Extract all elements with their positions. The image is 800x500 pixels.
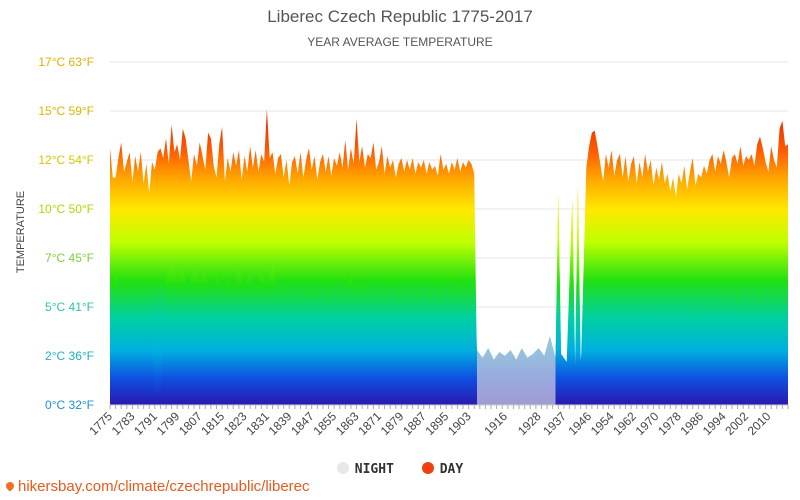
legend-item-day[interactable]: DAY [421, 462, 464, 477]
source-link[interactable]: hikersbay.com/climate/czechrepublic/libe… [4, 478, 310, 495]
legend-day-label: DAY [439, 462, 464, 477]
x-tick-label-15: 1895 [423, 409, 452, 438]
x-tick-label-4: 1807 [176, 409, 205, 438]
x-tick-label-18: 1928 [515, 409, 544, 438]
legend-item-night[interactable]: NIGHT [336, 462, 394, 477]
chart-title: Liberec Czech Republic 1775-2017 [267, 7, 533, 26]
x-tick-label-27: 2002 [722, 409, 751, 438]
x-tick-label-8: 1839 [266, 409, 295, 438]
x-tick-label-21: 1954 [588, 409, 617, 438]
y-tick-label-6: 15°C 59°F [38, 104, 94, 118]
y-tick-label-0: 0°C 32°F [45, 398, 94, 412]
x-tick-label-7: 1831 [243, 409, 272, 438]
y-axis: 0°C 32°F 2°C 36°F 5°C 41°F 7°C 45°F 10°C 50°… [38, 55, 94, 412]
x-tick-label-16: 1903 [445, 409, 474, 438]
x-tick-label-12: 1871 [355, 409, 384, 438]
x-tick-label-9: 1847 [288, 409, 317, 438]
x-tick-label-10: 1855 [310, 409, 339, 438]
legend-day-swatch [421, 462, 434, 474]
legend-night-swatch [336, 462, 349, 474]
x-tick-label-3: 1799 [154, 409, 183, 438]
y-axis-label: TEMPERATURE [15, 191, 27, 273]
legend-night-label: NIGHT [354, 462, 394, 477]
x-tick-label-28: 2010 [745, 409, 774, 438]
x-tick-label-25: 1986 [677, 409, 706, 438]
x-tick-label-19: 1937 [540, 409, 569, 438]
x-tick-label-0: 1775 [86, 409, 115, 438]
y-tick-label-7: 17°C 63°F [38, 55, 94, 69]
y-tick-label-5: 12°C 54°F [38, 153, 94, 167]
x-tick-label-13: 1879 [378, 409, 407, 438]
x-tick-label-24: 1978 [655, 409, 684, 438]
source-link-text: hikersbay.com/climate/czechrepublic/libe… [18, 478, 310, 495]
series-night-sparse-overlay [477, 336, 556, 405]
area-layer [110, 109, 788, 405]
x-tick-label-14: 1887 [400, 409, 429, 438]
x-tick-label-17: 1916 [481, 409, 510, 438]
x-tick-label-23: 1970 [633, 409, 662, 438]
y-tick-label-1: 2°C 36°F [45, 349, 94, 363]
x-tick-label-11: 1863 [333, 409, 362, 438]
chart-legend: NIGHT DAY [0, 462, 800, 477]
y-tick-label-3: 7°C 45°F [45, 251, 94, 265]
x-tick-label-6: 1823 [221, 409, 250, 438]
x-tick-label-2: 1791 [131, 409, 160, 438]
x-tick-label-22: 1962 [610, 409, 639, 438]
chart-subtitle: YEAR AVERAGE TEMPERATURE [307, 35, 493, 49]
y-tick-label-2: 5°C 41°F [45, 300, 94, 314]
x-tick-label-5: 1815 [198, 409, 227, 438]
location-pin-icon [4, 480, 16, 492]
y-tick-label-4: 10°C 50°F [38, 202, 94, 216]
x-tick-label-20: 1946 [565, 409, 594, 438]
x-tick-label-26: 1994 [700, 409, 729, 438]
x-tick-label-1: 1783 [109, 409, 138, 438]
x-axis: 1775178317911799180718151823183118391847… [86, 404, 789, 438]
series-night-area [110, 185, 788, 405]
